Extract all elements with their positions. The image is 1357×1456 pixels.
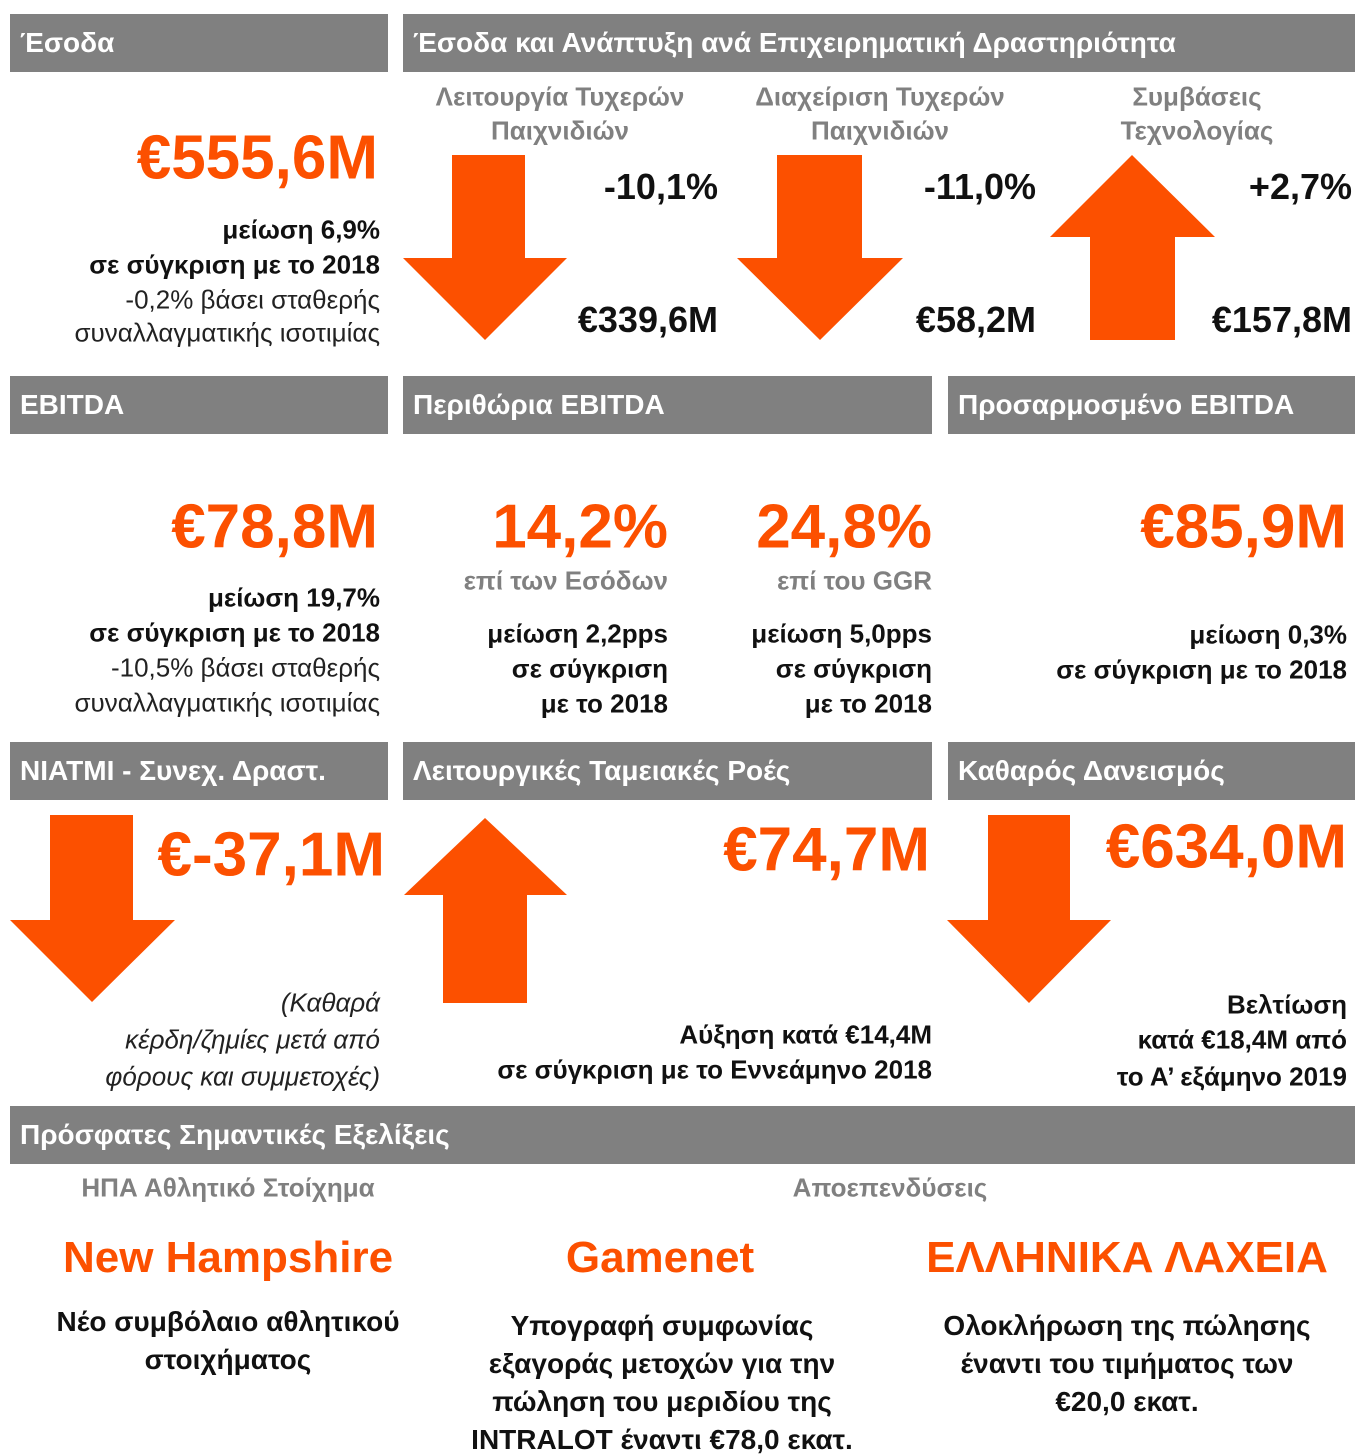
arrow-down bbox=[947, 815, 1111, 1003]
segment-value: €157,8M bbox=[1211, 299, 1352, 340]
kpi-text: μείωση 2,2pps bbox=[487, 618, 668, 649]
group-label: ΗΠΑ Αθλητικό Στοίχημα bbox=[81, 1172, 375, 1203]
segment-change: -10,1% bbox=[603, 166, 718, 207]
section-header: Πρόσφατες Σημαντικές Εξελίξεις bbox=[10, 1106, 1355, 1164]
item-text: Ολοκλήρωση της πώλησης bbox=[943, 1310, 1311, 1341]
kpi-text: σε σύγκριση bbox=[511, 653, 668, 684]
kpi-text: σε σύγκριση με το 2018 bbox=[1056, 654, 1347, 685]
kpi-text: σε σύγκριση με το Εννεάμηνο 2018 bbox=[497, 1054, 932, 1085]
item-text: €20,0 εκατ. bbox=[1055, 1386, 1199, 1417]
section-header: Καθαρός Δανεισμός bbox=[948, 742, 1355, 800]
kpi-text: σε σύγκριση bbox=[775, 653, 932, 684]
kpi-basis: επί του GGR bbox=[776, 565, 932, 596]
item-text: Νέο συμβόλαιο αθλητικού bbox=[56, 1306, 400, 1337]
segment-name: Διαχείριση Τυχερών bbox=[755, 81, 1005, 112]
item-title: ΕΛΛΗΝΙΚΑ ΛΑΧΕΙΑ bbox=[926, 1233, 1328, 1282]
item-text: έναντι του τιμήματος των bbox=[960, 1348, 1294, 1379]
segment-name: Παιχνιδιών bbox=[810, 115, 950, 146]
item-text: Υπογραφή συμφωνίας bbox=[510, 1310, 814, 1341]
kpi-value: €555,6M bbox=[136, 123, 378, 193]
section-header: Προσαρμοσμένο EBITDA bbox=[948, 376, 1355, 434]
section-header: Έσοδα και Ανάπτυξη ανά Επιχειρηματική Δρ… bbox=[403, 14, 1355, 72]
kpi-text: το Α’ εξάμηνο 2019 bbox=[1116, 1061, 1347, 1092]
item-text: στοιχήματος bbox=[144, 1344, 312, 1375]
kpi-text: με το 2018 bbox=[540, 688, 668, 719]
kpi-note: κέρδη/ζημίες μετά από bbox=[125, 1024, 380, 1055]
kpi-value: €634,0M bbox=[1105, 812, 1347, 882]
item-text: πώληση του μεριδίου της bbox=[492, 1386, 832, 1417]
segment-value: €339,6M bbox=[577, 299, 718, 340]
section-header: EBITDA bbox=[10, 376, 388, 434]
section-header: Περιθώρια EBITDA bbox=[403, 376, 932, 434]
group-label: Αποεπενδύσεις bbox=[792, 1172, 988, 1203]
arrow-down bbox=[403, 155, 567, 340]
kpi-value: €78,8M bbox=[171, 492, 378, 562]
kpi-value: €74,7M bbox=[723, 815, 930, 885]
kpi-note: συναλλαγματικής ισοτιμίας bbox=[74, 317, 381, 348]
arrow-up bbox=[404, 818, 567, 1003]
segment-name: Τεχνολογίας bbox=[1120, 115, 1274, 146]
item-title: New Hampshire bbox=[62, 1233, 394, 1282]
section-header: NIATMI - Συνεχ. Δραστ. bbox=[10, 742, 388, 800]
kpi-text: Αύξηση κατά €14,4M bbox=[679, 1019, 932, 1050]
item-text: INTRALOT έναντι €78,0 εκατ. bbox=[471, 1424, 853, 1455]
kpi-text: σε σύγκριση με το 2018 bbox=[89, 617, 380, 648]
item-title: Gamenet bbox=[565, 1233, 755, 1282]
segment-change: -11,0% bbox=[923, 166, 1036, 207]
kpi-text: κατά €18,4M από bbox=[1137, 1024, 1347, 1055]
kpi-text: μείωση 5,0pps bbox=[751, 618, 932, 649]
kpi-note: -0,2% βάσει σταθερής bbox=[125, 284, 380, 315]
segment-change: +2,7% bbox=[1248, 166, 1352, 207]
kpi-value: 14,2% bbox=[492, 492, 668, 562]
arrow-down bbox=[737, 155, 903, 340]
segment-name: Συμβάσεις bbox=[1132, 81, 1262, 112]
kpi-note: (Καθαρά bbox=[280, 987, 380, 1018]
section-header: Λειτουργικές Ταμειακές Ροές bbox=[403, 742, 932, 800]
kpi-text: σε σύγκριση με το 2018 bbox=[89, 249, 380, 280]
kpi-note: -10,5% βάσει σταθερής bbox=[110, 652, 380, 683]
kpi-text: μείωση 19,7% bbox=[207, 582, 380, 613]
section-header: Έσοδα bbox=[10, 14, 388, 72]
kpi-text: μείωση 0,3% bbox=[1189, 619, 1347, 650]
item-text: εξαγοράς μετοχών για την bbox=[488, 1348, 836, 1379]
segment-name: Παιχνιδιών bbox=[490, 115, 630, 146]
arrow-up bbox=[1050, 155, 1215, 340]
kpi-value: €85,9M bbox=[1140, 492, 1347, 562]
kpi-note: συναλλαγματικής ισοτιμίας bbox=[74, 687, 381, 718]
segment-name: Λειτουργία Τυχερών bbox=[435, 81, 685, 112]
segment-value: €58,2M bbox=[915, 299, 1036, 340]
kpi-value: €-37,1M bbox=[157, 820, 385, 890]
kpi-note: φόρους και συμμετοχές) bbox=[105, 1061, 380, 1092]
kpi-text: Βελτίωση bbox=[1226, 989, 1347, 1020]
kpi-text: με το 2018 bbox=[804, 688, 932, 719]
kpi-text: μείωση 6,9% bbox=[222, 214, 380, 245]
arrow-down bbox=[10, 815, 175, 1002]
kpi-basis: επί των Εσόδων bbox=[463, 565, 668, 596]
kpi-value: 24,8% bbox=[756, 492, 932, 562]
